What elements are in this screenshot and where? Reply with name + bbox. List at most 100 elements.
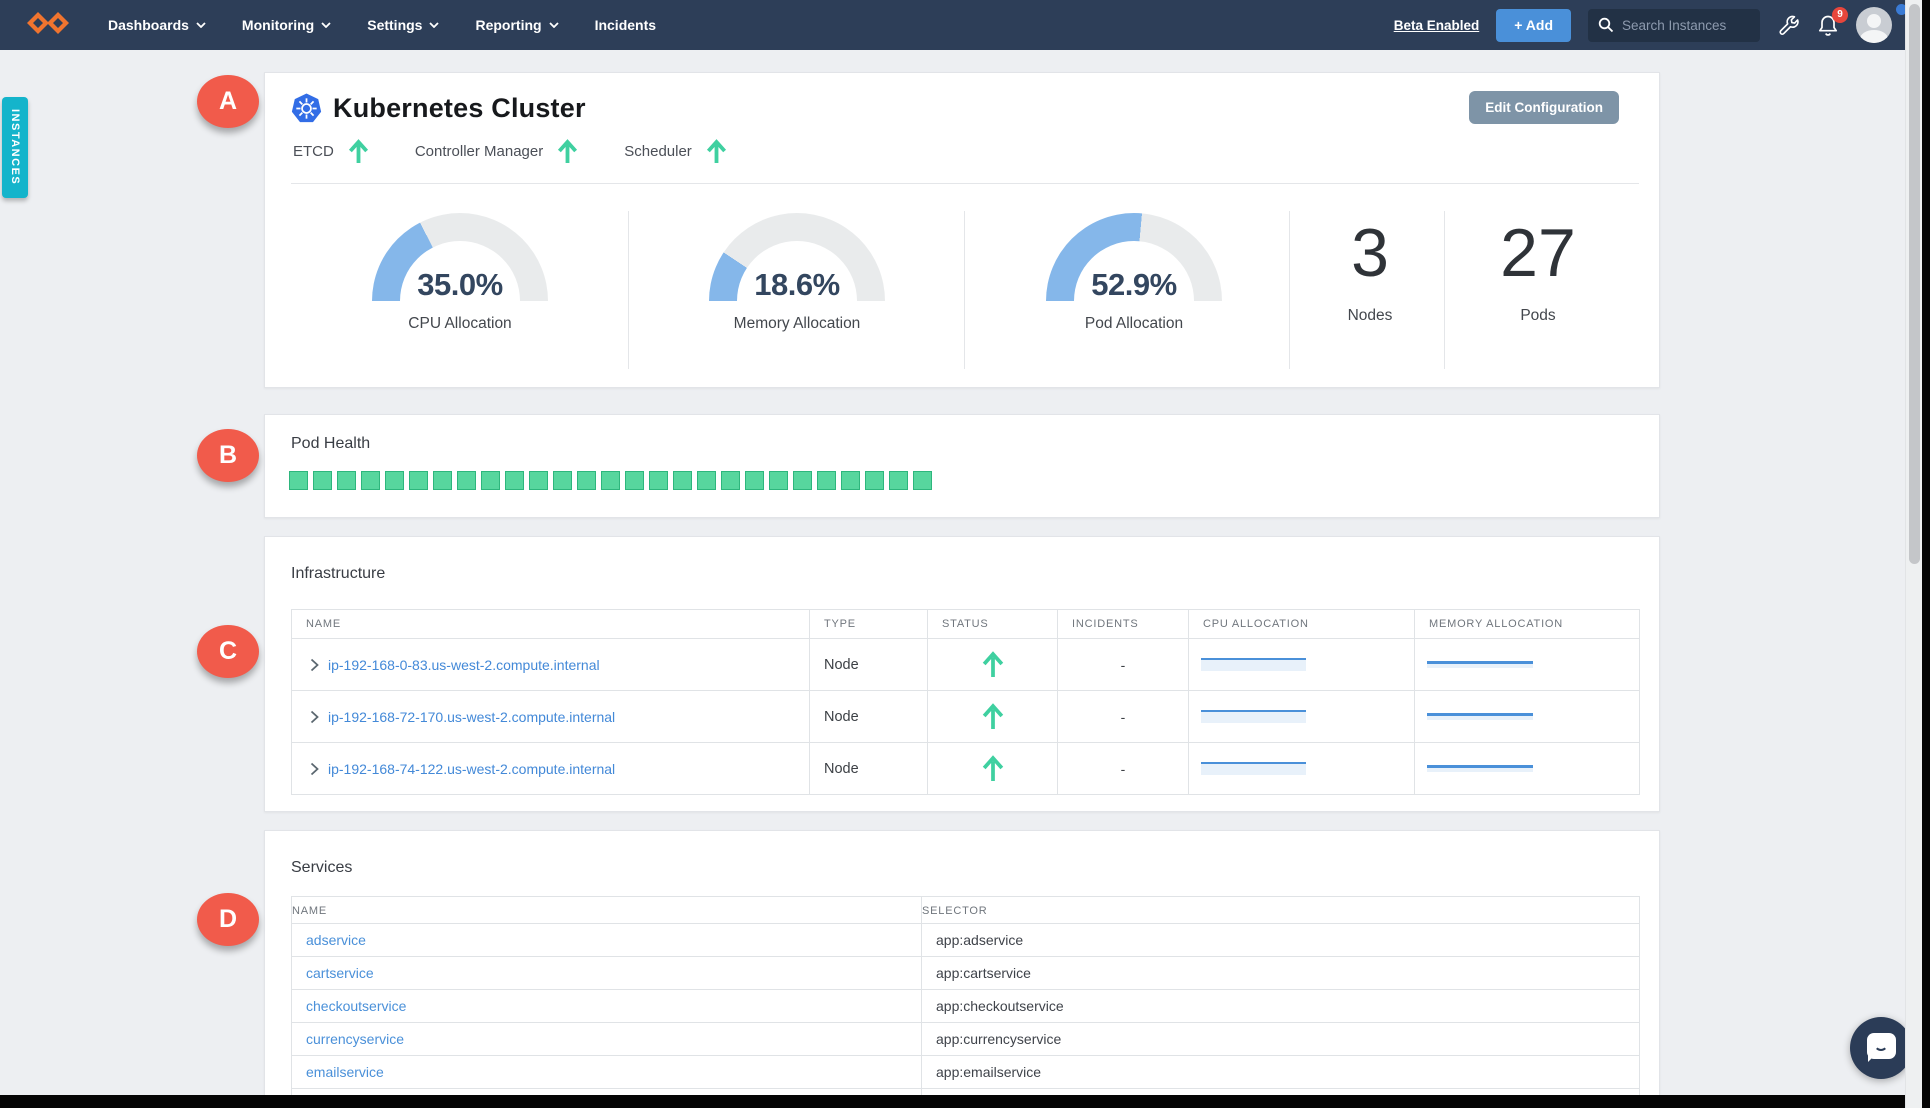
gauge-value: 35.0% [417, 267, 503, 302]
column-header: STATUS [928, 610, 1058, 638]
gauge-value: 52.9% [1091, 267, 1177, 302]
nav-reporting[interactable]: Reporting [462, 9, 571, 41]
node-link[interactable]: ip-192-168-0-83.us-west-2.compute.intern… [328, 656, 600, 673]
gauge-label: Memory Allocation [733, 315, 861, 332]
memory-allocation-sparkline [1427, 713, 1533, 720]
avatar-presence-dot [1896, 4, 1907, 15]
table-row: frontend app:frontend [292, 1089, 1639, 1095]
chevron-right-icon[interactable] [310, 658, 319, 672]
logicmonitor-logo-icon[interactable] [25, 9, 71, 41]
pod-health-square [889, 471, 908, 490]
scrollbar-track[interactable] [1905, 0, 1922, 1108]
nav-monitoring[interactable]: Monitoring [229, 9, 344, 41]
wrench-icon [1779, 15, 1799, 35]
beta-enabled-link[interactable]: Beta Enabled [1393, 17, 1480, 33]
service-link[interactable]: adservice [306, 932, 366, 948]
node-link[interactable]: ip-192-168-72-170.us-west-2.compute.inte… [328, 708, 616, 725]
service-link[interactable]: cartservice [306, 965, 374, 981]
gauge-label: CPU Allocation [408, 315, 512, 332]
pod-health-square [625, 471, 644, 490]
divider [628, 211, 629, 369]
status-up-arrow-icon [706, 138, 726, 163]
pod-health-square [697, 471, 716, 490]
notifications-button[interactable]: 9 [1817, 6, 1848, 37]
instances-side-tab[interactable]: INSTANCES [2, 97, 28, 198]
nodes-counter: 3 Nodes [1290, 219, 1450, 325]
services-card: Services NAME SELECTOR adservice app:ads… [264, 830, 1660, 1095]
cluster-components-row: ETCD Controller Manager Scheduler [293, 135, 727, 167]
nav-settings[interactable]: Settings [354, 9, 452, 41]
divider [291, 183, 1639, 184]
chevron-down-icon [196, 22, 206, 28]
status-up-arrow-icon [982, 651, 1003, 677]
pod-health-square [913, 471, 932, 490]
gauge-arc [709, 213, 885, 301]
table-row: cartservice app:cartservice [292, 957, 1639, 990]
pods-count: 27 [1500, 215, 1576, 291]
etcd-label: ETCD [293, 142, 334, 160]
service-selector: app:checkoutservice [936, 998, 1064, 1014]
chevron-right-icon[interactable] [310, 710, 319, 724]
node-type: Node [810, 639, 928, 690]
avatar-shoulders-glyph [1860, 30, 1888, 43]
table-row: emailservice app:emailservice [292, 1056, 1639, 1089]
node-type: Node [810, 743, 928, 794]
kubernetes-cluster-card: Kubernetes Cluster Edit Configuration ET… [264, 72, 1660, 388]
search-input[interactable] [1622, 17, 1742, 33]
cpu-allocation-sparkline [1201, 657, 1306, 672]
annotation-marker-d: D [197, 893, 259, 946]
table-header-row: NAME TYPE STATUS INCIDENTS CPU ALLOCATIO… [292, 610, 1639, 639]
pod-health-square [337, 471, 356, 490]
status-up-arrow-icon [982, 755, 1003, 781]
service-link[interactable]: checkoutservice [306, 998, 407, 1014]
pod-health-square [673, 471, 692, 490]
cpu-allocation-sparkline [1201, 761, 1306, 776]
incidents-value: - [1120, 656, 1126, 673]
node-type: Node [810, 691, 928, 742]
chat-launcher-button[interactable] [1850, 1017, 1912, 1079]
service-link[interactable]: emailservice [306, 1064, 384, 1080]
pod-health-square [289, 471, 308, 490]
infrastructure-table: NAME TYPE STATUS INCIDENTS CPU ALLOCATIO… [291, 609, 1640, 795]
gauge-arc [372, 213, 548, 301]
infrastructure-title: Infrastructure [291, 565, 386, 582]
nav-incidents-label: Incidents [594, 17, 657, 33]
status-up-arrow-icon [982, 703, 1003, 729]
search-box[interactable] [1588, 8, 1760, 42]
table-row: ip-192-168-72-170.us-west-2.compute.inte… [292, 691, 1639, 743]
avatar-head-glyph [1867, 14, 1881, 28]
pod-health-square [769, 471, 788, 490]
chat-bubble-icon [1867, 1033, 1896, 1062]
table-row: ip-192-168-0-83.us-west-2.compute.intern… [292, 639, 1639, 691]
annotation-marker-a: A [197, 75, 259, 128]
search-icon [1598, 17, 1614, 33]
scrollbar-thumb[interactable] [1909, 4, 1920, 564]
table-row: checkoutservice app:checkoutservice [292, 990, 1639, 1023]
pod-health-square [817, 471, 836, 490]
pod-health-square [505, 471, 524, 490]
node-link[interactable]: ip-192-168-74-122.us-west-2.compute.inte… [328, 760, 616, 777]
chevron-right-icon[interactable] [310, 762, 319, 776]
pod-health-squares [289, 471, 932, 490]
pod-health-square [481, 471, 500, 490]
pod-health-square [841, 471, 860, 490]
memory-allocation-sparkline [1427, 765, 1533, 772]
pod-health-square [529, 471, 548, 490]
column-header: CPU ALLOCATION [1189, 610, 1415, 638]
tools-button[interactable] [1777, 14, 1800, 37]
cpu-allocation-gauge: 35.0% CPU Allocation [372, 213, 548, 333]
cluster-title: Kubernetes Cluster [333, 93, 586, 123]
service-link[interactable]: currencyservice [306, 1031, 405, 1047]
add-button[interactable]: + Add [1496, 8, 1571, 42]
gauge-value: 18.6% [754, 267, 840, 302]
edit-configuration-button[interactable]: Edit Configuration [1469, 91, 1619, 124]
chevron-down-icon [321, 22, 331, 28]
nodes-count: 3 [1351, 215, 1389, 291]
avatar[interactable] [1856, 7, 1892, 43]
status-up-arrow-icon [558, 138, 578, 163]
service-selector: app:currencyservice [936, 1031, 1062, 1047]
nav-dashboards-label: Dashboards [108, 17, 189, 33]
column-header: MEMORY ALLOCATION [1429, 618, 1564, 630]
nav-incidents[interactable]: Incidents [582, 9, 669, 41]
nav-dashboards[interactable]: Dashboards [95, 9, 219, 41]
